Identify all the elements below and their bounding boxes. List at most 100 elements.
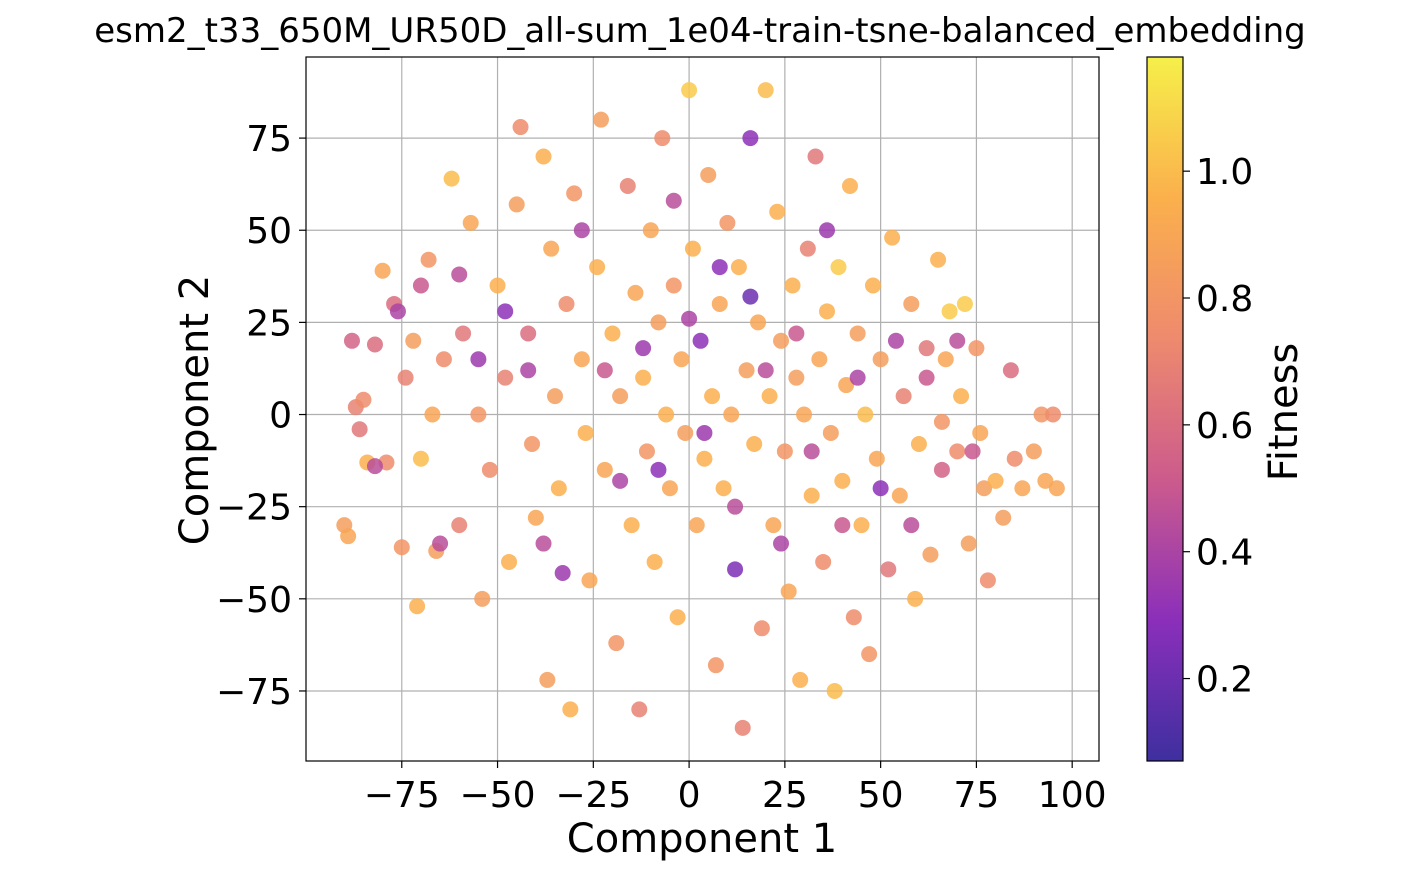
scatter-point [343, 332, 360, 349]
y-tick-label: 25 [246, 303, 292, 344]
scatter-point [420, 251, 437, 268]
x-tick-label: −75 [364, 775, 440, 816]
scatter-point [826, 682, 843, 699]
colorbar [1146, 56, 1184, 762]
scatter-point [654, 130, 671, 147]
scatter-point [903, 295, 920, 312]
scatter-point [987, 472, 1004, 489]
scatter-point [573, 222, 590, 239]
scatter-point [964, 443, 981, 460]
colorbar-ticks: 0.2 0.4 0.6 0.8 1.0 [1183, 152, 1253, 701]
scatter-point [646, 553, 663, 570]
scatter-point [918, 340, 935, 357]
scatter-point [435, 351, 452, 368]
x-tick-label: 0 [678, 775, 701, 816]
scatter-point [834, 472, 851, 489]
scatter-point [481, 461, 498, 478]
scatter-point [834, 517, 851, 534]
scatter-point [907, 590, 924, 607]
scatter-point [389, 303, 406, 320]
scatter-point [903, 517, 920, 534]
scatter-point [872, 351, 889, 368]
scatter-point [638, 443, 655, 460]
x-tick-label: 50 [858, 775, 904, 816]
scatter-point [968, 340, 985, 357]
scatter-point [776, 443, 793, 460]
scatter-point [524, 436, 541, 453]
scatter-point [581, 572, 598, 589]
scatter-point [742, 288, 759, 305]
scatter-point [788, 369, 805, 386]
scatter-point [631, 701, 648, 718]
scatter-point [937, 351, 954, 368]
y-tick-label: −25 [216, 488, 292, 529]
scatter-point [727, 498, 744, 515]
scatter-point [707, 657, 724, 674]
x-tick-label: −50 [460, 775, 536, 816]
scatter-point [780, 583, 797, 600]
scatter-point [995, 509, 1012, 526]
scatter-point [562, 701, 579, 718]
scatter-point [788, 325, 805, 342]
scatter-point [864, 277, 881, 294]
scatter-point [451, 266, 468, 283]
y-axis-label: Component 2 [172, 275, 218, 545]
scatter-point [665, 277, 682, 294]
scatter-point [684, 240, 701, 257]
scatter-point [853, 517, 870, 534]
scatter-point [424, 406, 441, 423]
scatter-point [769, 203, 786, 220]
x-axis-label: Component 1 [567, 816, 837, 862]
scatter-point [566, 185, 583, 202]
scatter-point [497, 369, 514, 386]
scatter-point [397, 369, 414, 386]
scatter-point [872, 480, 889, 497]
scatter-point [738, 362, 755, 379]
scatter-point [799, 240, 816, 257]
scatter-point [412, 277, 429, 294]
scatter-point [547, 388, 564, 405]
scatter-point [849, 369, 866, 386]
scatter-point [700, 166, 717, 183]
scatter-point [910, 436, 927, 453]
scatter-point [887, 332, 904, 349]
y-axis-ticks: −75 −50 −25 0 25 50 75 [216, 119, 306, 713]
plot-frame [305, 56, 1100, 762]
scatter-point [819, 222, 836, 239]
scatter-point [520, 362, 537, 379]
scatter-point [1045, 406, 1062, 423]
scatter-point [891, 487, 908, 504]
scatter-point [340, 528, 357, 545]
scatter-point [841, 178, 858, 195]
scatter-point [619, 178, 636, 195]
scatter-point [719, 214, 736, 231]
scatter-point [815, 553, 832, 570]
scatter-point [451, 517, 468, 534]
scatter-point [508, 196, 525, 213]
scatter-point [681, 82, 698, 99]
scatter-point [784, 277, 801, 294]
scatter-point [550, 480, 567, 497]
scatter-point [972, 424, 989, 441]
scatter-point [845, 609, 862, 626]
scatter-point [849, 325, 866, 342]
scatter-point [405, 332, 422, 349]
scatter-point [773, 332, 790, 349]
scatter-point [956, 295, 973, 312]
scatter-point [412, 450, 429, 467]
scatter-point [665, 192, 682, 209]
scatter-point [696, 424, 713, 441]
scatter-point [803, 443, 820, 460]
scatter-points [336, 82, 1065, 736]
grid [306, 57, 1099, 761]
scatter-point [650, 314, 667, 331]
scatter-point [1002, 362, 1019, 379]
scatter-point [589, 259, 606, 276]
scatter-point [765, 517, 782, 534]
colorbar-tick-label: 0.2 [1196, 660, 1253, 701]
scatter-point [723, 406, 740, 423]
scatter-point [535, 535, 552, 552]
scatter-point [688, 517, 705, 534]
colorbar-tick-label: 1.0 [1196, 152, 1253, 193]
